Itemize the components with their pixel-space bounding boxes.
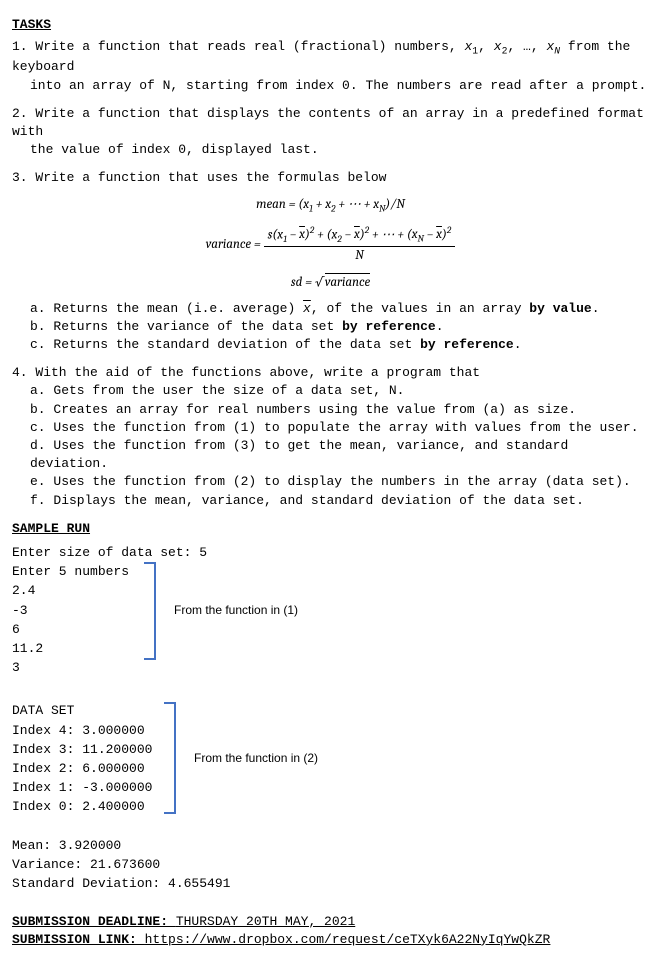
task-3a: a. Returns the mean (i.e. average) x, of…: [30, 300, 649, 318]
task-4f: f. Displays the mean, variance, and stan…: [30, 492, 649, 510]
dataset-row: Index 0: 2.400000: [12, 798, 649, 816]
input-value: 2.4: [12, 582, 649, 600]
dataset-heading: DATA SET: [12, 702, 649, 720]
task-3c: c. Returns the standard deviation of the…: [30, 336, 649, 354]
enter-nums-line: Enter 5 numbers: [12, 563, 649, 581]
task-2: 2. Write a function that displays the co…: [12, 105, 649, 160]
formula-sd: sd = √variance: [12, 274, 649, 292]
submission-deadline: SUBMISSION DEADLINE: THURSDAY 20TH MAY, …: [12, 913, 649, 931]
bracket-1-label: From the function in (1): [174, 602, 298, 619]
dataset-block: DATA SET Index 4: 3.000000Index 3: 11.20…: [12, 702, 649, 816]
dataset-row: Index 1: -3.000000: [12, 779, 649, 797]
sample-input-block: Enter size of data set: 5 Enter 5 number…: [12, 544, 649, 677]
variance-output: Variance: 21.673600: [12, 856, 649, 874]
task-4d: d. Uses the function from (3) to get the…: [30, 437, 649, 473]
task-3: 3. Write a function that uses the formul…: [12, 169, 649, 354]
task-4-intro: 4. With the aid of the functions above, …: [12, 364, 649, 382]
dataset-row: Index 2: 6.000000: [12, 760, 649, 778]
task-1: 1. Write a function that reads real (fra…: [12, 38, 649, 95]
sd-output: Standard Deviation: 4.655491: [12, 875, 649, 893]
dataset-row: Index 4: 3.000000: [12, 722, 649, 740]
tasks-heading: TASKS: [12, 16, 649, 34]
task-3b: b. Returns the variance of the data set …: [30, 318, 649, 336]
input-value: 11.2: [12, 640, 649, 658]
task-3-intro: 3. Write a function that uses the formul…: [12, 169, 649, 187]
task-4b: b. Creates an array for real numbers usi…: [30, 401, 649, 419]
formula-mean: mean = (x1 + x2 + ⋯ + xN)/N: [12, 196, 649, 216]
input-value: -3: [12, 602, 649, 620]
input-value: 3: [12, 659, 649, 677]
formula-variance: variance = s(x1 − x)2 + (x2 − x)2 + ⋯ + …: [12, 224, 649, 266]
bracket-2: [164, 702, 176, 814]
mean-output: Mean: 3.920000: [12, 837, 649, 855]
dropbox-link[interactable]: https://www.dropbox.com/request/ceTXyk6A…: [145, 932, 551, 947]
task-4c: c. Uses the function from (1) to populat…: [30, 419, 649, 437]
task-4a: a. Gets from the user the size of a data…: [30, 382, 649, 400]
bracket-2-label: From the function in (2): [194, 750, 318, 767]
dataset-row: Index 3: 11.200000: [12, 741, 649, 759]
enter-size-line: Enter size of data set: 5: [12, 544, 649, 562]
task-4e: e. Uses the function from (2) to display…: [30, 473, 649, 491]
bracket-1: [144, 562, 156, 660]
sample-run-heading: SAMPLE RUN: [12, 520, 649, 538]
task-4: 4. With the aid of the functions above, …: [12, 364, 649, 510]
input-value: 6: [12, 621, 649, 639]
submission-link: SUBMISSION LINK: https://www.dropbox.com…: [12, 931, 649, 949]
